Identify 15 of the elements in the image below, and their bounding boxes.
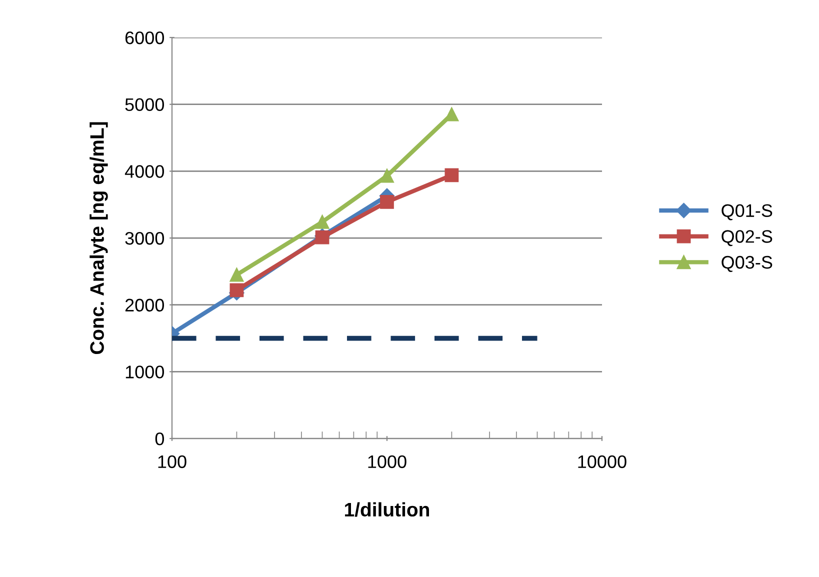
y-tick-label: 5000 xyxy=(125,98,164,112)
x-axis-title: 1/dilution xyxy=(345,502,429,517)
x-tick-label: 10000 xyxy=(578,455,626,468)
x-tick-label: 100 xyxy=(158,455,186,468)
y-tick-label: 4000 xyxy=(124,165,164,178)
y-tick-label: 0 xyxy=(155,432,164,446)
y-tick-label: 6000 xyxy=(125,31,164,44)
legend-label: Q01-S xyxy=(722,204,772,220)
legend-label: Q02-S xyxy=(722,230,772,246)
y-tick-label: 3000 xyxy=(125,232,164,245)
x-tick-label: 1000 xyxy=(368,455,406,468)
legend-label: Q03-S xyxy=(722,256,772,272)
y-axis-title: Conc. Analyte [ng eq/mL] xyxy=(90,122,108,354)
y-tick-label: 2000 xyxy=(125,298,164,312)
y-tick-label: 1000 xyxy=(126,366,164,378)
